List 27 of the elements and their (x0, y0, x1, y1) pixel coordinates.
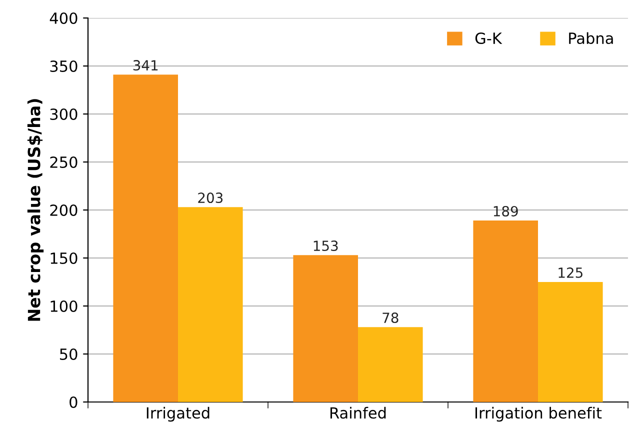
y-tick-label: 300 (50, 108, 78, 120)
y-tick-label: 250 (50, 156, 78, 168)
y-tick-label: 0 (70, 396, 78, 408)
y-tick-label: 100 (50, 300, 78, 312)
bar (538, 282, 603, 402)
x-tick-label: Irrigation benefit (475, 406, 602, 422)
data-label: 153 (314, 240, 338, 252)
data-label: 125 (558, 267, 582, 278)
legend-label: G-K (475, 32, 502, 44)
bar (358, 327, 423, 402)
data-label: 78 (382, 312, 398, 324)
x-tick-label: Irrigated (146, 406, 210, 422)
bar (113, 74, 178, 402)
y-tick-label: 350 (50, 60, 78, 72)
y-tick-label: 400 (50, 12, 78, 24)
y-axis-title: Net crop value (US$/ha) (27, 99, 44, 321)
y-tick-label: 150 (50, 252, 78, 264)
data-label: 189 (494, 206, 518, 216)
bar (293, 255, 358, 402)
bar (178, 207, 243, 402)
x-tick-label: Rainfed (330, 406, 386, 419)
data-label: 203 (198, 192, 223, 204)
legend-label: Pabna (569, 32, 613, 44)
y-tick-label: 200 (50, 204, 78, 216)
data-label: 341 (133, 60, 158, 71)
y-tick-label: 50 (60, 348, 78, 360)
bar (473, 220, 538, 402)
